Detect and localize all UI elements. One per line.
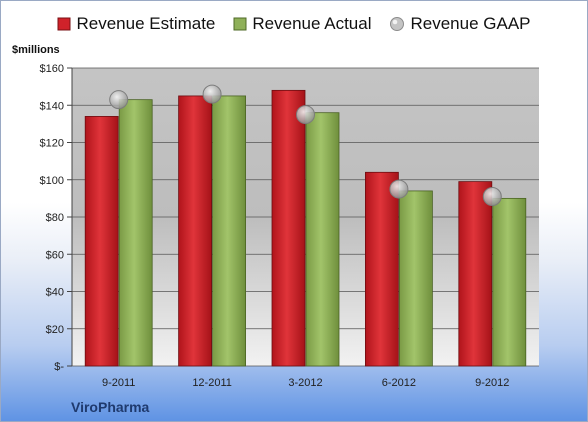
y-tick-label: $120 bbox=[40, 138, 64, 150]
marker-revenue-gaap bbox=[296, 105, 315, 125]
bars bbox=[84, 89, 527, 367]
legend-swatch-gaap bbox=[390, 17, 405, 31]
bar-revenue-actual bbox=[118, 99, 153, 367]
x-tick-label: 9-2011 bbox=[102, 377, 135, 389]
legend-swatch-actual bbox=[233, 17, 247, 31]
legend-swatch-estimate bbox=[57, 17, 71, 31]
legend: Revenue Estimate Revenue Actual Revenue … bbox=[0, 14, 588, 34]
y-tick-label: $100 bbox=[40, 175, 64, 187]
x-tick-label: 12-2011 bbox=[192, 377, 232, 389]
y-tick-label: $80 bbox=[46, 212, 64, 224]
marker-revenue-gaap bbox=[482, 187, 502, 207]
y-tick-labels: $- $20 $40 $60 $80 $100 $120 $140 $160 bbox=[40, 63, 65, 373]
y-tick-label: $60 bbox=[46, 249, 64, 261]
bar-revenue-estimate bbox=[364, 171, 399, 367]
bar-revenue-estimate bbox=[178, 95, 213, 367]
legend-item-actual: Revenue Actual bbox=[233, 14, 371, 34]
legend-item-estimate: Revenue Estimate bbox=[57, 14, 215, 34]
y-tick-label: $140 bbox=[40, 100, 64, 112]
legend-label-actual: Revenue Actual bbox=[252, 14, 372, 33]
y-axis-unit-label: $millions bbox=[12, 44, 60, 56]
x-tick-label: 3-2012 bbox=[288, 377, 322, 389]
bar-revenue-estimate bbox=[271, 89, 306, 367]
marker-revenue-gaap bbox=[202, 84, 222, 104]
bar-revenue-actual bbox=[305, 112, 340, 367]
bar-revenue-actual bbox=[398, 190, 433, 367]
x-tick-label: 9-2012 bbox=[475, 377, 509, 389]
x-tick-label: 6-2012 bbox=[382, 377, 416, 389]
bar-revenue-actual bbox=[212, 95, 247, 367]
x-tick-labels: 9-2011 12-2011 3-2012 6-2012 9-2012 bbox=[102, 377, 509, 389]
company-name: ViroPharma bbox=[71, 399, 150, 415]
bar-revenue-estimate bbox=[458, 181, 493, 367]
legend-label-gaap: Revenue GAAP bbox=[410, 14, 531, 33]
y-tick-label: $- bbox=[54, 361, 64, 373]
gaap-markers bbox=[109, 84, 502, 207]
marker-revenue-gaap bbox=[109, 90, 129, 110]
y-tick-label: $40 bbox=[46, 287, 64, 299]
legend-label-estimate: Revenue Estimate bbox=[76, 14, 216, 33]
bar-revenue-actual bbox=[492, 197, 527, 367]
y-tick-label: $20 bbox=[46, 324, 64, 336]
legend-item-gaap: Revenue GAAP bbox=[389, 14, 531, 34]
y-tick-label: $160 bbox=[40, 63, 64, 75]
marker-revenue-gaap bbox=[389, 179, 409, 199]
bar-revenue-estimate bbox=[84, 116, 119, 367]
